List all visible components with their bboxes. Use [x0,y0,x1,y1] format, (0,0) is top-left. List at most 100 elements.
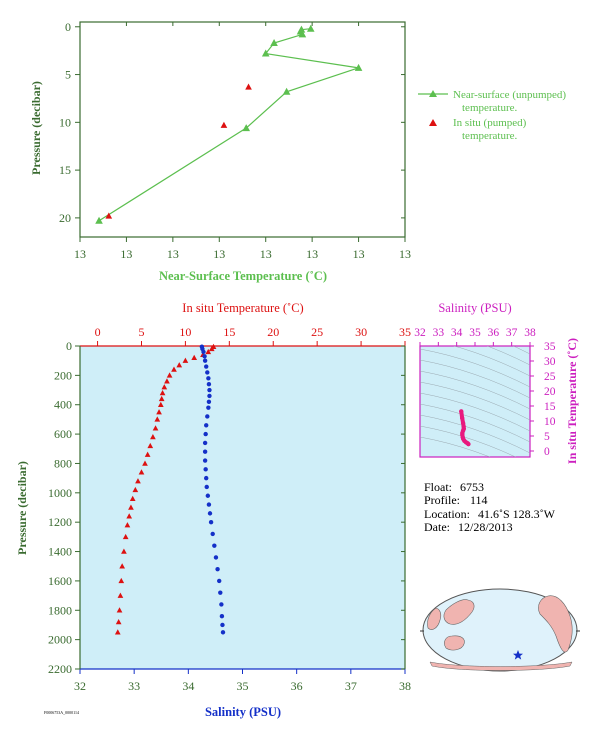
top-x-tick-label: 13 [167,247,179,261]
inset-salinity-tick-label: 35 [469,327,481,339]
pressure-tick-label: 1600 [48,574,72,588]
salinity-profile-point [204,423,209,428]
top-x-tick-label: 13 [74,247,86,261]
in-situ-temperature-profile-point [161,384,168,390]
salinity-profile-point [201,349,206,355]
in-situ-temperature-profile-point [117,592,124,598]
top-y-tick-label: 20 [59,211,71,225]
top-chart-frame [79,21,406,238]
in-situ-temperature-profile-point [144,451,151,457]
salinity-profile-point [204,484,209,490]
in-situ-temperature-profile-point [116,607,123,613]
date-label: Date: [424,520,450,534]
near-surface-temperature-point [242,124,251,132]
ts-curve-point [460,420,466,426]
bottom-y-axis-label: Pressure (decibar) [15,461,29,555]
top-legend: Near-surface (unpumped) temperature. In … [418,89,566,142]
top-x-tick-label: 13 [306,247,318,261]
in-situ-temperature-profile-point [154,416,161,422]
in-situ-temperature-point [220,121,228,128]
temperature-tick-label: 10 [179,325,191,339]
in-situ-temperature-profile-point [122,533,129,540]
in-situ-temperature-profile-point [147,442,154,449]
in-situ-temperature-profile-point [208,345,215,352]
salinity-profile-point [206,502,212,507]
float-value: 6753 [460,480,484,494]
salinity-profile-point [205,493,211,498]
pressure-tick-label: 2000 [48,633,72,647]
density-isoline [420,348,530,388]
salinity-profile-point [206,381,212,387]
inset-salinity-label: Salinity (PSU) [438,301,511,315]
density-isoline [420,381,530,421]
top-x-tick-label: 13 [353,247,365,261]
inset-salinity-tick-label: 36 [488,327,500,339]
temperature-tick-label: 15 [223,325,235,339]
salinity-profile-point [202,358,208,363]
top-y-tick-label: 0 [65,20,71,34]
float-position-star-icon [513,650,523,660]
in-situ-temperature-profile-point [171,366,177,372]
inset-salinity-tick-label: 37 [506,327,518,339]
in-situ-temperature-profile-point [119,563,126,569]
salinity-profile-point [220,622,225,628]
bottom-chart: 0 5 10 15 20 25 30 35 32 33 34 35 36 37 38 0 200 400 600 80… [15,301,411,719]
salinity-profile-point [205,370,210,375]
inset-temperature-tick-label: 15 [544,401,556,413]
in-situ-temperature-profile-point [205,348,212,355]
salinity-profile-point [219,602,224,607]
pressure-tick-label: 1000 [48,486,72,500]
ts-curve-point [466,441,471,447]
salinity-profile-point [207,393,212,399]
in-situ-temperature-profile-point [159,389,166,396]
pressure-tick-label: 0 [66,339,72,353]
legend-near-surface-line2: temperature. [462,102,518,114]
salinity-profile-point [213,555,219,560]
in-situ-temperature-profile-point [138,469,145,475]
salinity-profile-point [202,458,208,463]
top-chart: 13 13 13 13 13 13 13 13 0 5 10 15 20 Near-Surface Te… [29,20,411,283]
ts-curve-point [459,409,464,414]
bottom-bottom-x-axis-label: Salinity (PSU) [205,705,281,719]
ts-inset: 32 33 34 35 36 37 38 0 5 10 15 20 25 30 35 Salinity (P… [414,301,579,464]
pressure-tick-label: 200 [54,368,72,382]
in-situ-temperature-profile-point [124,522,131,528]
temperature-tick-label: 20 [267,325,279,339]
location-value: 41.6˚S 128.3˚W [478,507,556,521]
in-situ-temperature-profile-point [126,513,133,519]
map-americas [538,595,573,653]
in-situ-temperature-profile-point [157,401,164,407]
salinity-profile-point [218,590,223,595]
salinity-profile-point [206,376,211,381]
location-label: Location: [424,507,470,521]
inset-temperature-tick-label: 30 [544,356,556,368]
top-x-axis-label: Near-Surface Temperature (˚C) [159,269,327,283]
inset-temperature-label: In situ Temperature (˚C) [565,338,579,464]
density-isoline [420,392,530,432]
salinity-profile-point [204,475,209,481]
ts-inset-frame [419,345,531,458]
in-situ-temperature-profile-point [128,504,134,510]
near-surface-temperature-point [282,87,291,95]
density-isoline [420,370,530,410]
density-isoline [420,425,517,457]
salinity-tick-label: 32 [74,679,86,693]
salinity-profile-point [220,630,226,635]
salinity-tick-label: 38 [399,679,411,693]
in-situ-temperature-profile-point [182,357,189,363]
salinity-tick-label: 35 [237,679,249,693]
in-situ-temperature-profile-point [156,409,162,415]
pressure-tick-label: 2200 [48,662,72,676]
density-isoline [486,346,530,366]
temperature-tick-label: 25 [311,325,323,339]
salinity-profile-point [205,414,210,419]
inset-temperature-tick-label: 20 [544,386,556,398]
world-map [420,588,580,672]
map-africa-edge [427,607,442,630]
inset-salinity-tick-label: 38 [524,327,536,339]
inset-salinity-tick-label: 32 [414,327,426,339]
salinity-profile-point [206,405,211,410]
salinity-profile-point [215,566,220,572]
density-isoline [420,359,530,399]
salinity-profile-point [212,543,217,548]
